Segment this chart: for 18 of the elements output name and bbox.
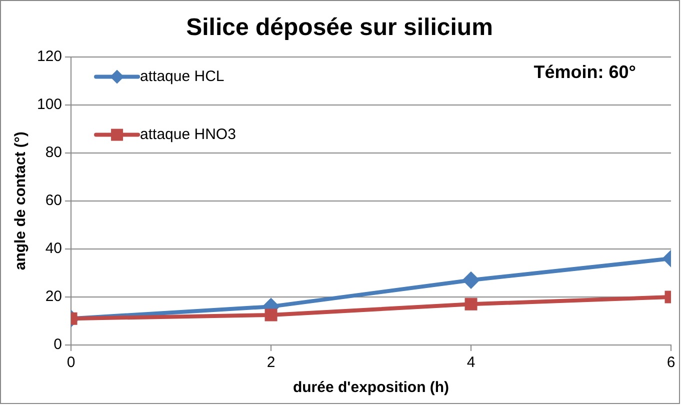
legend-label: attaque HCL [140, 68, 224, 85]
x-axis-title: durée d'exposition (h) [292, 379, 450, 396]
y-tick-label: 40 [45, 240, 62, 258]
annotation: Témoin: 60° [534, 62, 636, 82]
y-tick-label: 120 [36, 48, 62, 65]
point [463, 272, 480, 288]
x-tick-label: 0 [66, 354, 76, 372]
y-axis-title: angle de contact (°) [12, 132, 30, 270]
legend-label: attaque HNO3 [140, 126, 236, 143]
chart-title: Silice déposée sur silicium [186, 14, 493, 42]
x-tick-label: 4 [466, 354, 476, 372]
y-tick-label: 60 [45, 192, 62, 210]
x-tick-label: 6 [666, 354, 676, 372]
y-tick-label: 80 [45, 144, 62, 162]
y-tick-label: 100 [36, 96, 62, 113]
x-tick-label: 2 [266, 354, 276, 372]
y-tick-label: 20 [45, 288, 62, 306]
y-tick-label: 0 [54, 336, 62, 354]
